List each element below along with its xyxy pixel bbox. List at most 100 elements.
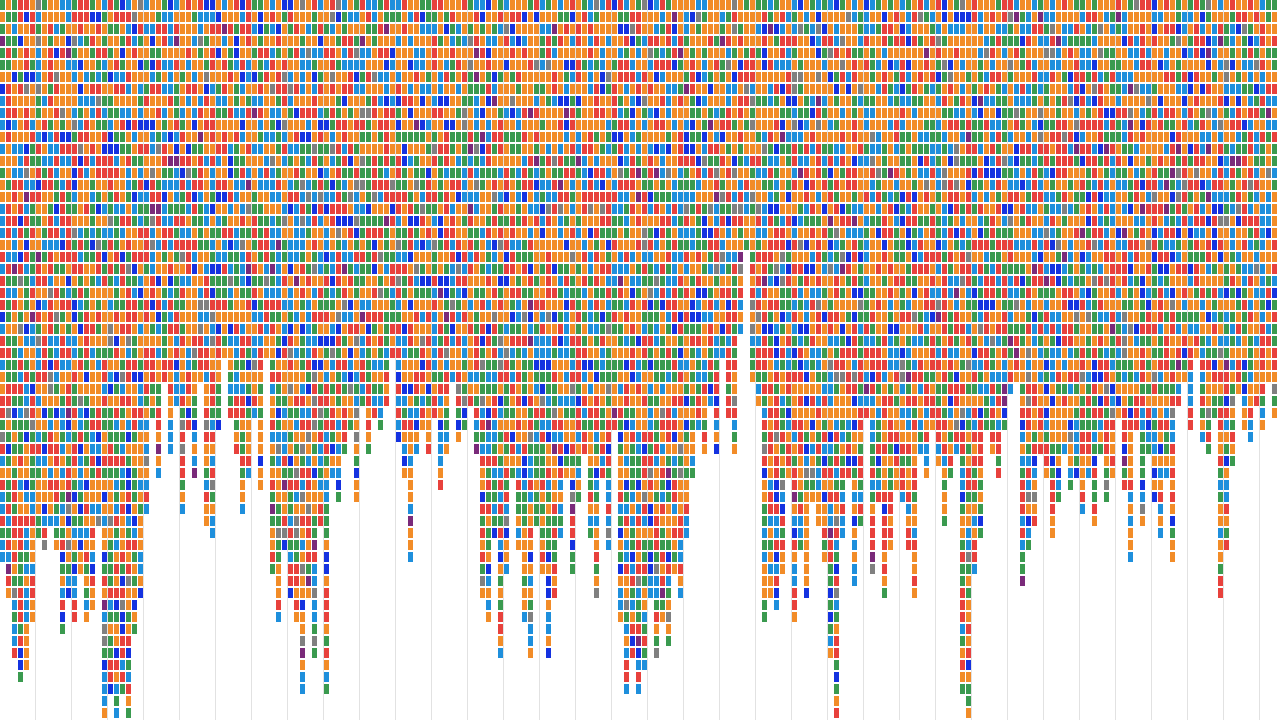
tile — [294, 420, 299, 430]
tile — [438, 108, 443, 118]
tile — [252, 384, 257, 394]
tile — [216, 324, 221, 334]
tile — [552, 528, 557, 538]
tile — [24, 120, 29, 130]
tile — [30, 120, 35, 130]
tile — [96, 132, 101, 142]
tile — [252, 276, 257, 286]
tile — [600, 12, 605, 22]
tile — [606, 144, 611, 154]
tile — [216, 108, 221, 118]
tile — [654, 624, 659, 634]
tile — [252, 96, 257, 106]
tile — [114, 180, 119, 190]
tile — [264, 204, 269, 214]
tile — [594, 12, 599, 22]
tile — [72, 576, 77, 586]
tile — [198, 132, 203, 142]
tile — [78, 72, 83, 82]
tile — [498, 576, 503, 586]
tile — [654, 204, 659, 214]
tile — [72, 228, 77, 238]
tile — [180, 24, 185, 34]
tile — [420, 84, 425, 94]
tile — [72, 468, 77, 478]
tile — [330, 408, 335, 418]
tile — [606, 180, 611, 190]
tile — [522, 72, 527, 82]
tile — [0, 36, 5, 46]
tile — [156, 156, 161, 166]
tile — [318, 24, 323, 34]
tile — [0, 144, 5, 154]
tile — [60, 432, 65, 442]
tile — [138, 216, 143, 226]
tile — [372, 384, 377, 394]
tile — [498, 360, 503, 370]
tile — [60, 300, 65, 310]
tile — [252, 312, 257, 322]
tile — [18, 0, 23, 10]
tile — [426, 168, 431, 178]
tile — [264, 336, 269, 346]
tile — [528, 264, 533, 274]
tile — [54, 156, 59, 166]
tile — [528, 36, 533, 46]
tile — [150, 396, 155, 406]
tile — [114, 48, 119, 58]
tile — [564, 0, 569, 10]
tile — [528, 324, 533, 334]
tile — [654, 648, 659, 658]
tile — [258, 84, 263, 94]
tile — [528, 600, 533, 610]
tile — [534, 0, 539, 10]
tile — [540, 156, 545, 166]
tile — [426, 324, 431, 334]
tile — [30, 276, 35, 286]
tile — [630, 504, 635, 514]
tile — [282, 516, 287, 526]
tile — [360, 24, 365, 34]
tile — [504, 444, 509, 454]
tile — [216, 288, 221, 298]
tile — [432, 216, 437, 226]
tile — [480, 504, 485, 514]
tile — [384, 156, 389, 166]
tile — [630, 540, 635, 550]
tile — [372, 72, 377, 82]
tile — [504, 516, 509, 526]
tile — [114, 240, 119, 250]
tile — [114, 108, 119, 118]
tile — [246, 228, 251, 238]
tile — [180, 132, 185, 142]
tile — [216, 120, 221, 130]
tile — [498, 552, 503, 562]
tile — [306, 36, 311, 46]
tile — [654, 420, 659, 430]
tile — [630, 240, 635, 250]
tile — [528, 216, 533, 226]
tile — [438, 456, 443, 466]
tile — [564, 372, 569, 382]
tile — [0, 372, 5, 382]
tile — [618, 168, 623, 178]
tile — [12, 276, 17, 286]
tile — [462, 72, 467, 82]
tile — [588, 264, 593, 274]
tile — [222, 324, 227, 334]
tile — [588, 252, 593, 262]
tile — [180, 180, 185, 190]
tile — [144, 84, 149, 94]
tile — [174, 264, 179, 274]
tile — [132, 24, 137, 34]
tile — [630, 96, 635, 106]
tile — [336, 384, 341, 394]
tile — [624, 636, 629, 646]
tile — [606, 300, 611, 310]
tile — [654, 360, 659, 370]
tile — [102, 456, 107, 466]
tile — [6, 216, 11, 226]
tile — [516, 384, 521, 394]
tile — [192, 420, 197, 430]
tile — [540, 120, 545, 130]
